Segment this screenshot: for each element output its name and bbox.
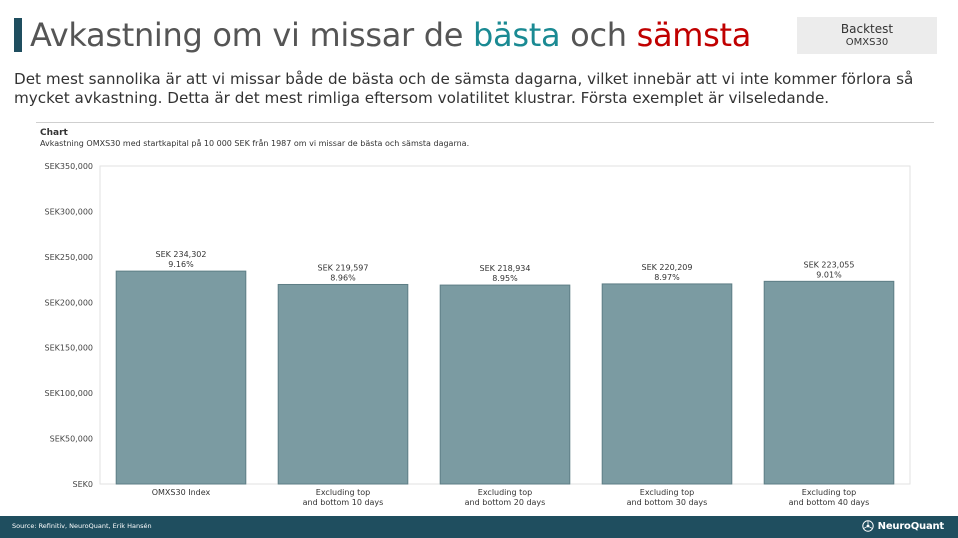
bar bbox=[115, 270, 247, 485]
badge-title: Backtest bbox=[840, 22, 894, 36]
x-tick-label: Excluding top bbox=[316, 488, 370, 497]
title-best: bästa bbox=[473, 16, 561, 54]
bar bbox=[439, 284, 571, 485]
logo-text: NeuroQuant bbox=[877, 520, 945, 532]
bar-value-label: SEK 223,055 bbox=[803, 260, 854, 269]
bar-value-label: SEK 234,302 bbox=[155, 250, 206, 259]
y-tick-label: SEK250,000 bbox=[45, 253, 93, 262]
chart-kicker: Chart bbox=[40, 128, 68, 138]
badge-subtitle: OMXS30 bbox=[845, 37, 889, 48]
y-tick-label: SEK350,000 bbox=[45, 162, 93, 171]
x-tick-label: and bottom 30 days bbox=[627, 498, 708, 507]
bar-rate-label: 8.96% bbox=[330, 273, 356, 282]
y-tick-label: SEK300,000 bbox=[45, 207, 93, 216]
title-part1: Avkastning om vi missar de bbox=[30, 16, 474, 54]
title-middle: och bbox=[560, 16, 637, 54]
x-tick-label: Excluding top bbox=[478, 488, 532, 497]
x-tick-label: Excluding top bbox=[640, 488, 694, 497]
bar-value-label: SEK 220,209 bbox=[641, 263, 692, 272]
bar bbox=[763, 280, 895, 485]
title-accent-bar bbox=[14, 18, 22, 52]
bar-rate-label: 9.01% bbox=[816, 270, 842, 279]
logo: NeuroQuant bbox=[861, 520, 945, 532]
y-tick-label: SEK100,000 bbox=[45, 389, 93, 398]
neural-network-icon bbox=[861, 520, 874, 532]
bar-chart: SEK0 SEK50,000 SEK100,000 SEK150,000 SEK200,… bbox=[45, 162, 911, 507]
bar-rate-label: 8.95% bbox=[492, 274, 518, 283]
x-tick-label: and bottom 40 days bbox=[789, 498, 870, 507]
chart-subtitle: Avkastning OMXS30 med startkapital på 10… bbox=[40, 139, 470, 148]
backtest-badge: Backtest OMXS30 bbox=[797, 17, 937, 54]
source-text: Source: Refinitiv, NeuroQuant, Erik Hans… bbox=[12, 522, 152, 530]
bar-rate-label: 9.16% bbox=[168, 260, 194, 269]
bar bbox=[277, 283, 409, 485]
bar bbox=[601, 283, 733, 485]
y-tick-label: SEK150,000 bbox=[45, 344, 93, 353]
x-tick-label: OMXS30 Index bbox=[152, 488, 211, 497]
x-tick-label: and bottom 10 days bbox=[303, 498, 384, 507]
footer: Source: Refinitiv, NeuroQuant, Erik Hans… bbox=[0, 516, 958, 538]
y-tick-label: SEK0 bbox=[73, 480, 93, 489]
x-tick-label: Excluding top bbox=[802, 488, 856, 497]
bar-value-label: SEK 218,934 bbox=[479, 264, 530, 273]
y-tick-label: SEK200,000 bbox=[45, 298, 93, 307]
bar-rate-label: 8.97% bbox=[654, 273, 680, 282]
page-title: Avkastning om vi missar de bästa och säm… bbox=[30, 14, 751, 56]
y-tick-label: SEK50,000 bbox=[50, 435, 93, 444]
divider bbox=[36, 122, 934, 123]
x-tick-label: and bottom 20 days bbox=[465, 498, 546, 507]
bar-value-label: SEK 219,597 bbox=[317, 263, 368, 272]
title-worst: sämsta bbox=[636, 16, 752, 54]
intro-text: Det mest sannolika är att vi missar både… bbox=[14, 70, 914, 107]
